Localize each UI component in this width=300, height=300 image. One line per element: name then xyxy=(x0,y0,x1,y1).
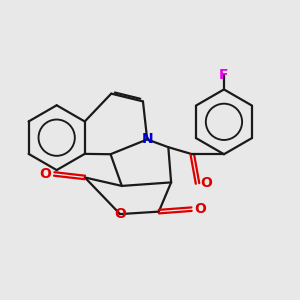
Text: O: O xyxy=(40,167,51,181)
Text: O: O xyxy=(194,202,206,216)
Text: N: N xyxy=(141,132,153,146)
Text: F: F xyxy=(219,68,229,82)
Text: O: O xyxy=(200,176,212,190)
Text: O: O xyxy=(114,207,126,221)
